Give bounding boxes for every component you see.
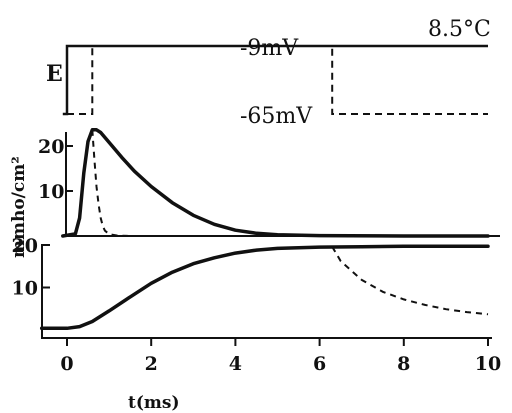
time-x-tick-label-10: 10	[475, 353, 501, 375]
potassium-trace-solid	[39, 244, 490, 331]
potassium-y-tick-label-20: 20	[12, 235, 38, 257]
time-axis-label: t(ms)	[128, 393, 180, 413]
potassium-trace-dashed	[331, 246, 489, 316]
resting-voltage-annotation: -65mV	[240, 104, 313, 129]
potassium-panel-frame	[41, 244, 492, 339]
potassium-y-tick-label-10: 10	[12, 278, 38, 300]
temperature-annotation: 8.5°C	[428, 17, 491, 42]
sodium-y-tick-label-10: 10	[38, 181, 64, 203]
sodium-traces	[61, 128, 490, 238]
potassium-traces	[39, 244, 490, 331]
time-x-tick-label-6: 6	[313, 353, 326, 375]
sodium-trace-dashed	[91, 129, 131, 237]
time-x-tick-label-8: 8	[397, 353, 410, 375]
protocol-traces	[62, 44, 488, 116]
time-x-ticks: 0 2 4 6 8 10	[60, 338, 501, 375]
time-x-tick-label-0: 0	[60, 353, 73, 375]
sodium-panel-frame	[65, 132, 500, 237]
protocol-y-label: E	[46, 61, 63, 87]
time-x-tick-label-4: 4	[229, 353, 242, 375]
depolarized-voltage-annotation: -9mV	[240, 36, 299, 61]
conductance-axis-label: mmho/cm²	[9, 156, 29, 258]
sodium-trace-solid	[61, 128, 490, 238]
time-x-tick-label-2: 2	[145, 353, 158, 375]
sodium-y-tick-label-20: 20	[38, 136, 64, 158]
voltage-protocol-panel: E 8.5°C -9mV -65mV	[46, 17, 491, 129]
